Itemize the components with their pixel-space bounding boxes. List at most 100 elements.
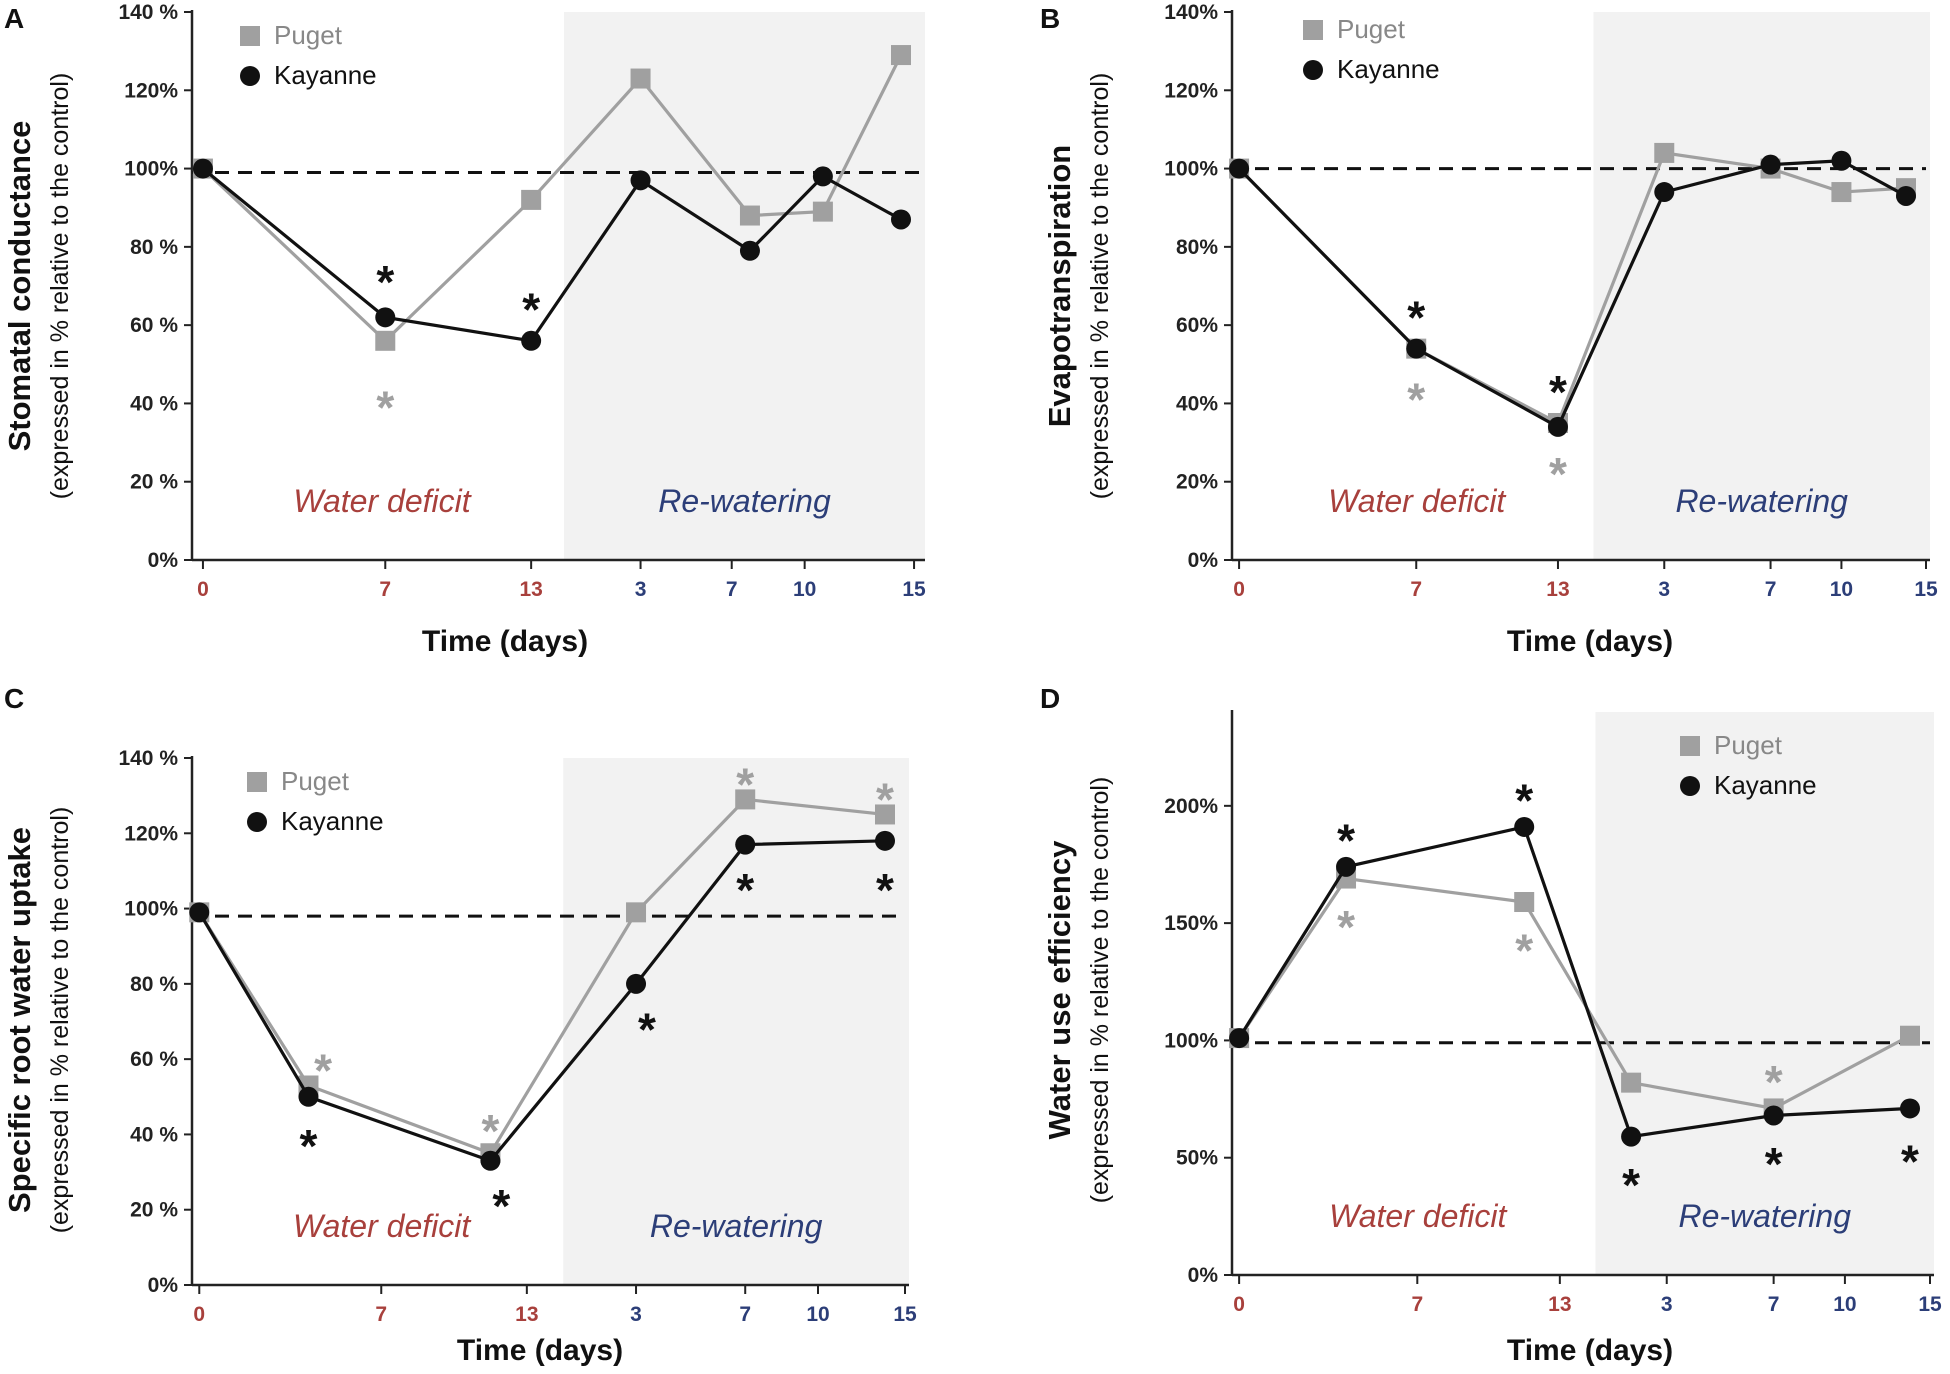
kayanne-data-point xyxy=(891,209,911,230)
x-tick-label: 7 xyxy=(1410,578,1422,601)
significance-asterisk: * xyxy=(1337,814,1355,866)
legend-kayanne-label: Kayanne xyxy=(281,806,384,836)
panel-label: D xyxy=(1040,683,1060,714)
x-tick-label: 15 xyxy=(1914,578,1938,601)
kayanne-data-point xyxy=(1760,154,1781,175)
x-axis-title: Time (days) xyxy=(1507,1334,1673,1367)
significance-asterisk: * xyxy=(1765,1138,1783,1190)
y-tick-label: 140% xyxy=(1164,1,1218,24)
significance-asterisk: * xyxy=(638,1003,656,1055)
kayanne-data-point xyxy=(1900,1098,1920,1119)
re-watering-label: Re-watering xyxy=(658,483,831,519)
puget-data-point xyxy=(735,789,756,810)
x-tick-label: 0 xyxy=(1233,578,1245,601)
kayanne-series-line xyxy=(1237,825,1911,1139)
significance-asterisk: * xyxy=(1549,448,1567,500)
y-axis-subtitle: (expressed in % relative to the control) xyxy=(46,73,74,500)
kayanne-data-point xyxy=(626,973,647,994)
rewatering-region xyxy=(563,12,925,560)
kayanne-data-point xyxy=(1763,1105,1784,1126)
panel-label: C xyxy=(4,683,24,714)
x-tick-label: 13 xyxy=(515,1303,538,1326)
puget-data-point xyxy=(1514,892,1535,913)
y-tick-label: 120% xyxy=(1164,79,1218,102)
x-tick-label: 7 xyxy=(1411,1293,1423,1316)
significance-asterisk: * xyxy=(1407,291,1425,343)
significance-asterisk: * xyxy=(1407,374,1425,426)
y-tick-label: 80 % xyxy=(130,236,178,259)
legend-puget-label: Puget xyxy=(1714,730,1783,760)
legend-puget-label: Puget xyxy=(274,20,343,50)
x-tick-label: 13 xyxy=(1546,578,1569,601)
y-tick-label: 140 % xyxy=(118,747,178,770)
panel-a: 0% 20 % 40 % 60 % 80 % 100% 120% 140 % 0 7 13 3 7 10 1… xyxy=(2,1,926,658)
x-axis-title: Time (days) xyxy=(422,625,588,658)
x-tick-label: 3 xyxy=(630,1303,642,1326)
kayanne-data-point xyxy=(192,158,213,179)
legend-kayanne-marker xyxy=(247,812,267,832)
y-tick-label: 200% xyxy=(1164,795,1218,818)
kayanne-data-point xyxy=(521,330,542,351)
puget-data-point xyxy=(1621,1072,1642,1093)
y-tick-label: 40 % xyxy=(130,392,178,415)
y-tick-label: 100% xyxy=(1164,1029,1218,1052)
x-tick-label: 7 xyxy=(726,578,738,601)
y-tick-label: 50% xyxy=(1176,1147,1218,1170)
x-axis-title: Time (days) xyxy=(1507,625,1673,658)
legend-kayanne-marker xyxy=(240,66,260,86)
y-axis-subtitle: (expressed in % relative to the control) xyxy=(1086,73,1114,500)
x-tick-label: 7 xyxy=(739,1303,751,1326)
puget-data-point xyxy=(626,902,647,923)
legend-puget-marker xyxy=(1303,20,1323,40)
y-axis-subtitle: (expressed in % relative to the control) xyxy=(46,807,74,1234)
y-tick-label: 80% xyxy=(1176,236,1218,259)
puget-data-point xyxy=(1831,182,1852,203)
kayanne-data-point xyxy=(375,307,396,328)
y-tick-label: 100% xyxy=(1164,158,1218,181)
legend-kayanne-label: Kayanne xyxy=(274,60,377,90)
significance-asterisk: * xyxy=(736,864,754,916)
y-axis-title: Evapotranspiration xyxy=(1042,145,1077,428)
x-tick-label: 0 xyxy=(193,1303,205,1326)
significance-asterisk: * xyxy=(376,381,394,433)
rewatering-region xyxy=(1595,712,1934,1275)
significance-asterisk: * xyxy=(481,1105,499,1157)
puget-data-point xyxy=(1654,142,1675,163)
rewatering-region xyxy=(563,758,909,1285)
legend: Puget Kayanne xyxy=(1680,730,1817,800)
significance-asterisk: * xyxy=(492,1180,510,1232)
panel-label: A xyxy=(4,3,24,34)
y-tick-label: 20 % xyxy=(130,471,178,494)
x-tick-label: 3 xyxy=(1658,578,1670,601)
y-tick-label: 0% xyxy=(148,1274,179,1297)
re-watering-label: Re-watering xyxy=(1675,483,1848,519)
significance-asterisk: * xyxy=(1337,901,1355,953)
significance-asterisk: * xyxy=(876,774,894,826)
kayanne-data-point xyxy=(1514,816,1535,837)
re-watering-label: Re-watering xyxy=(650,1208,823,1244)
legend-kayanne-marker xyxy=(1680,776,1700,796)
kayanne-data-point xyxy=(812,166,833,187)
x-axis-title: Time (days) xyxy=(457,1334,623,1367)
significance-asterisk: * xyxy=(522,284,540,336)
y-axis-title: Stomatal conductance xyxy=(2,121,37,452)
x-tick-label: 15 xyxy=(902,578,926,601)
significance-asterisk: * xyxy=(736,759,754,811)
panel-label: B xyxy=(1040,3,1060,34)
x-tick-label: 10 xyxy=(1830,578,1853,601)
legend: Puget Kayanne xyxy=(240,20,377,90)
y-tick-label: 60% xyxy=(1176,314,1218,337)
legend-puget-label: Puget xyxy=(281,766,350,796)
puget-data-point xyxy=(630,68,651,89)
significance-asterisk: * xyxy=(314,1045,332,1097)
water-deficit-label: Water deficit xyxy=(293,483,471,519)
significance-asterisk: * xyxy=(1515,774,1533,826)
kayanne-data-point xyxy=(1229,1028,1250,1049)
significance-asterisk: * xyxy=(1622,1159,1640,1211)
kayanne-series-line xyxy=(197,839,886,1163)
y-tick-label: 40% xyxy=(1176,392,1218,415)
x-tick-label: 10 xyxy=(793,578,816,601)
puget-data-point xyxy=(891,45,911,66)
kayanne-data-point xyxy=(480,1150,501,1171)
